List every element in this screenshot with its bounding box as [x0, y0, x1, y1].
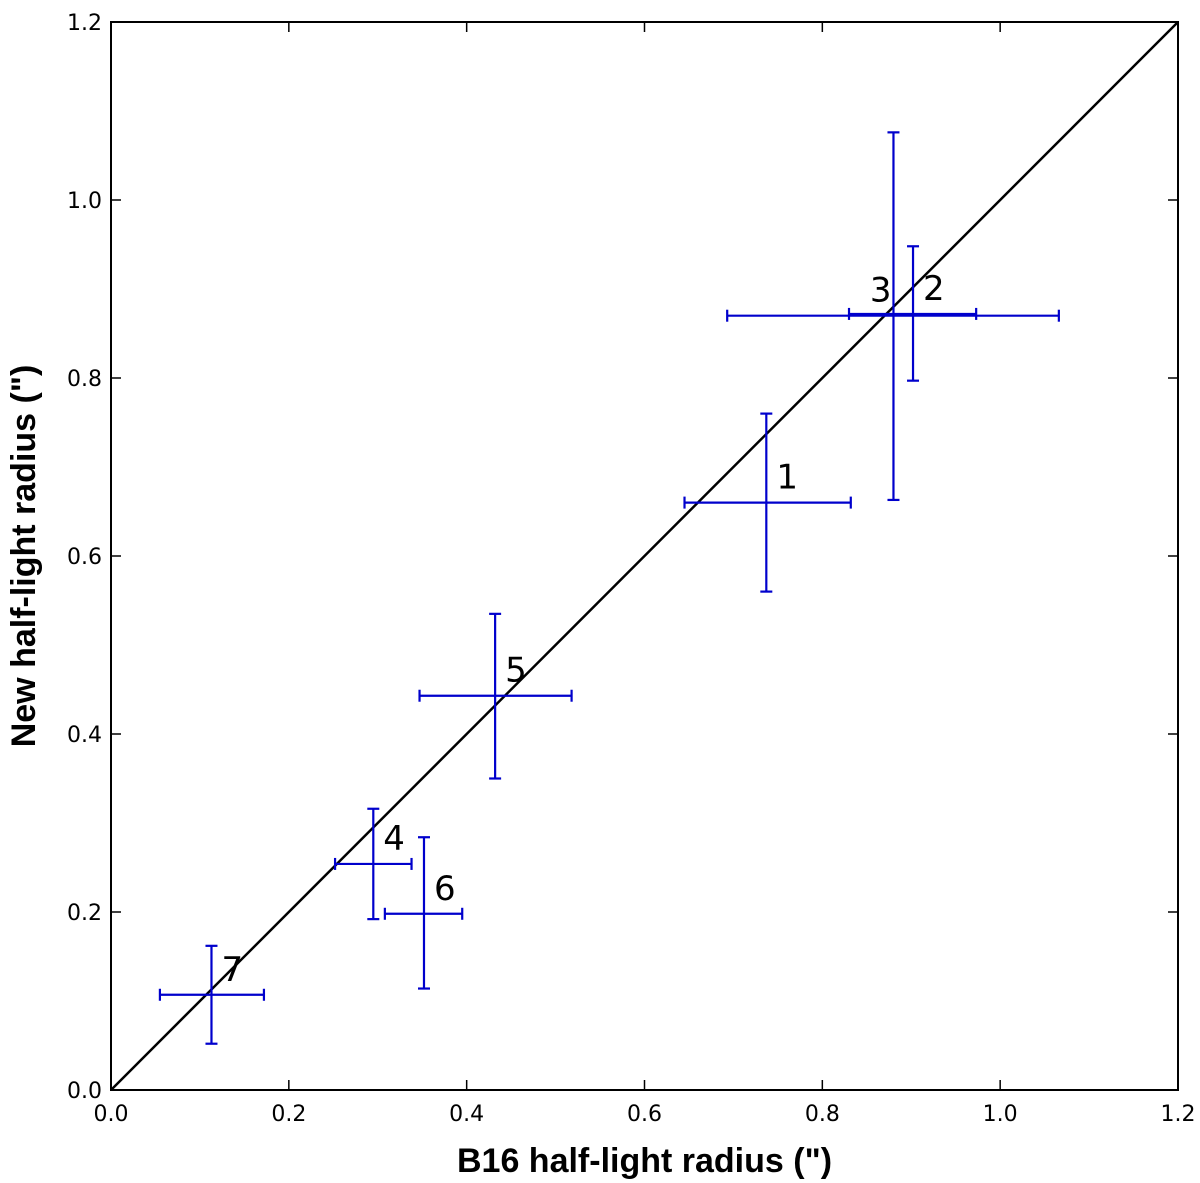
y-tick-label: 0.4: [67, 723, 102, 748]
y-axis-label: New half-light radius ("): [5, 365, 43, 748]
data-point-7: 7: [158, 944, 266, 1045]
point-label: 7: [221, 950, 243, 990]
point-label: 2: [923, 269, 945, 309]
data-point-3: 3: [726, 131, 1060, 502]
y-tick-label: 1.0: [67, 189, 102, 214]
x-tick-label: 0.6: [627, 1102, 662, 1127]
y-tick-label: 0.0: [67, 1079, 102, 1104]
point-label: 5: [505, 651, 527, 691]
data-point-6: 6: [383, 836, 464, 990]
x-tick-label: 1.2: [1161, 1102, 1196, 1127]
x-tick-label: 0.0: [94, 1102, 129, 1127]
point-label: 4: [383, 819, 405, 859]
data-point-5: 5: [418, 612, 573, 780]
y-tick-label: 0.6: [67, 545, 102, 570]
data-point-1: 1: [683, 412, 852, 593]
data-point-4: 4: [333, 807, 413, 921]
point-label: 6: [434, 869, 456, 909]
y-tick-label: 0.8: [67, 367, 102, 392]
reference-line: [110, 21, 1179, 1091]
x-axis-label: B16 half-light radius ("): [457, 1142, 832, 1180]
x-tick-label: 0.4: [449, 1102, 484, 1127]
axis-ticks: 0.0 0.2 0.4 0.6 0.8 1.0 1.2 0.0 0.2 0.4 0.6 0.8 1.0 1…: [67, 11, 1196, 1127]
x-tick-label: 1.0: [983, 1102, 1018, 1127]
x-tick-label: 0.2: [271, 1102, 306, 1127]
y-tick-label: 0.2: [67, 901, 102, 926]
x-tick-label: 0.8: [805, 1102, 840, 1127]
data-point-2: 2: [847, 245, 978, 382]
y-tick-label: 1.2: [67, 11, 102, 36]
point-label: 1: [776, 458, 798, 498]
point-label: 3: [870, 271, 892, 311]
